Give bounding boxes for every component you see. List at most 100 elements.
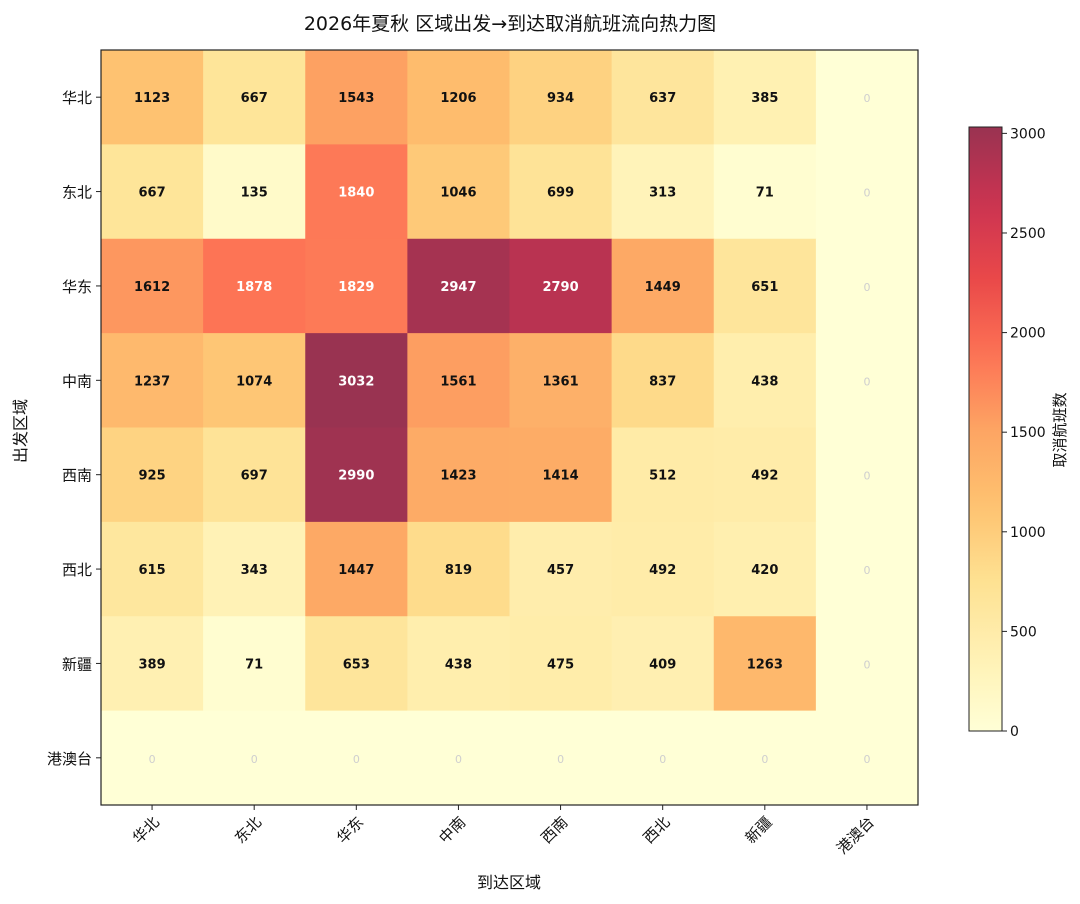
- cell-value-label: 667: [241, 91, 268, 106]
- heatmap-cell: [713, 427, 817, 523]
- heatmap-cell: [713, 238, 817, 334]
- heatmap-cell: [203, 616, 306, 712]
- heatmap-cell: [815, 144, 919, 240]
- cell-value-label: 0: [761, 753, 768, 766]
- cell-value-label: 1829: [338, 280, 374, 295]
- x-tick-label: 华东: [333, 813, 367, 847]
- heatmap-cell: [101, 238, 204, 334]
- x-tick-label: 中南: [435, 813, 469, 847]
- colorbar: [968, 126, 1003, 732]
- cell-value-label: 409: [649, 657, 676, 672]
- heatmap-cell: [713, 333, 817, 428]
- heatmap-cell: [407, 238, 510, 334]
- y-tick-label: 西北: [62, 561, 92, 579]
- cell-value-label: 1414: [542, 469, 578, 484]
- heatmap-cell: [509, 50, 613, 145]
- cell-value-label: 0: [863, 281, 870, 294]
- heatmap-cell: [407, 616, 510, 712]
- heatmap-cell: [101, 144, 204, 240]
- x-tick-label: 新疆: [742, 813, 776, 847]
- colorbar-tick-label: 500: [1010, 624, 1037, 640]
- cell-value-label: 0: [863, 564, 870, 577]
- heatmap-cell: [203, 50, 306, 145]
- colorbar-tick-label: 0: [1010, 724, 1019, 740]
- heatmap-cell: [509, 427, 613, 523]
- cell-value-label: 0: [557, 753, 564, 766]
- heatmap-cell: [509, 333, 613, 428]
- cell-value-label: 457: [547, 563, 574, 578]
- heatmap-cell: [101, 521, 204, 617]
- heatmap-cell: [815, 521, 919, 617]
- heatmap-cell: [305, 710, 408, 806]
- y-tick-label: 港澳台: [47, 750, 92, 768]
- cell-value-label: 0: [863, 658, 870, 671]
- cell-value-label: 0: [659, 753, 666, 766]
- heatmap-cell: [509, 521, 613, 617]
- heatmap-cell: [611, 710, 715, 806]
- cell-value-label: 492: [751, 469, 778, 484]
- cell-value-label: 0: [353, 753, 360, 766]
- heatmap-cell: [611, 333, 715, 428]
- cell-value-label: 71: [756, 186, 774, 201]
- heatmap-cell: [203, 144, 306, 240]
- heatmap-cell: [203, 333, 306, 428]
- cell-value-label: 1123: [134, 91, 170, 106]
- heatmap-cell: [815, 710, 919, 806]
- heatmap-cell: [611, 427, 715, 523]
- cell-value-label: 385: [751, 91, 778, 106]
- cell-value-label: 651: [751, 280, 778, 295]
- x-axis-label: 到达区域: [477, 873, 541, 892]
- y-tick-label: 西南: [62, 467, 92, 485]
- heatmap-cell: [611, 616, 715, 712]
- x-axis-ticks: 华北 东北 华东 中南 西南 西北 新疆 港澳台: [129, 805, 878, 858]
- heatmap-cell: [203, 521, 306, 617]
- cell-value-label: 0: [863, 187, 870, 200]
- heatmap-cell: [815, 50, 919, 145]
- cell-value-label: 1447: [338, 563, 374, 578]
- cell-value-label: 0: [863, 753, 870, 766]
- y-tick-label: 东北: [62, 184, 92, 202]
- heatmap-cell: [509, 616, 613, 712]
- cell-value-label: 420: [751, 563, 778, 578]
- x-tick-label: 西南: [537, 813, 571, 847]
- cell-value-label: 637: [649, 91, 676, 106]
- cell-value-label: 653: [343, 657, 370, 672]
- cell-value-label: 1361: [542, 374, 578, 389]
- heatmap-cell: [305, 238, 408, 334]
- heatmap-cell: [101, 710, 204, 806]
- cell-value-label: 1449: [645, 280, 681, 295]
- heatmap-cell: [815, 616, 919, 712]
- cell-value-label: 438: [751, 374, 778, 389]
- heatmap-cells: 1123 667 1543 1206 934 637 385 0 667 135 1840 1046 6…: [101, 50, 919, 806]
- x-tick-label: 东北: [231, 813, 265, 847]
- heatmap-cell: [407, 427, 510, 523]
- colorbar-ticks: 0 500 1000 1500 2000 2500 3000: [1002, 126, 1046, 740]
- heatmap-cell: [305, 427, 408, 523]
- cell-value-label: 0: [863, 92, 870, 105]
- heatmap-cell: [305, 616, 408, 712]
- cell-value-label: 699: [547, 186, 574, 201]
- colorbar-label: 取消航班数: [1051, 392, 1069, 467]
- cell-value-label: 313: [649, 186, 676, 201]
- cell-value-label: 0: [149, 753, 156, 766]
- cell-value-label: 492: [649, 563, 676, 578]
- cell-value-label: 934: [547, 91, 574, 106]
- cell-value-label: 3032: [338, 374, 374, 389]
- x-tick-label: 港澳台: [833, 813, 878, 858]
- heatmap-cell: [305, 521, 408, 617]
- cell-value-label: 1074: [236, 374, 272, 389]
- heatmap-cell: [713, 50, 817, 145]
- y-tick-label: 中南: [62, 372, 92, 390]
- heatmap-cell: [101, 333, 204, 428]
- y-tick-label: 华东: [62, 278, 92, 296]
- y-axis-label: 出发区域: [11, 399, 30, 463]
- cell-value-label: 1263: [747, 657, 783, 672]
- cell-value-label: 819: [445, 563, 472, 578]
- cell-value-label: 1840: [338, 186, 374, 201]
- cell-value-label: 667: [138, 186, 165, 201]
- cell-value-label: 1543: [338, 91, 374, 106]
- colorbar-tick-label: 2500: [1010, 226, 1046, 242]
- cell-value-label: 389: [138, 657, 165, 672]
- heatmap-cell: [407, 144, 510, 240]
